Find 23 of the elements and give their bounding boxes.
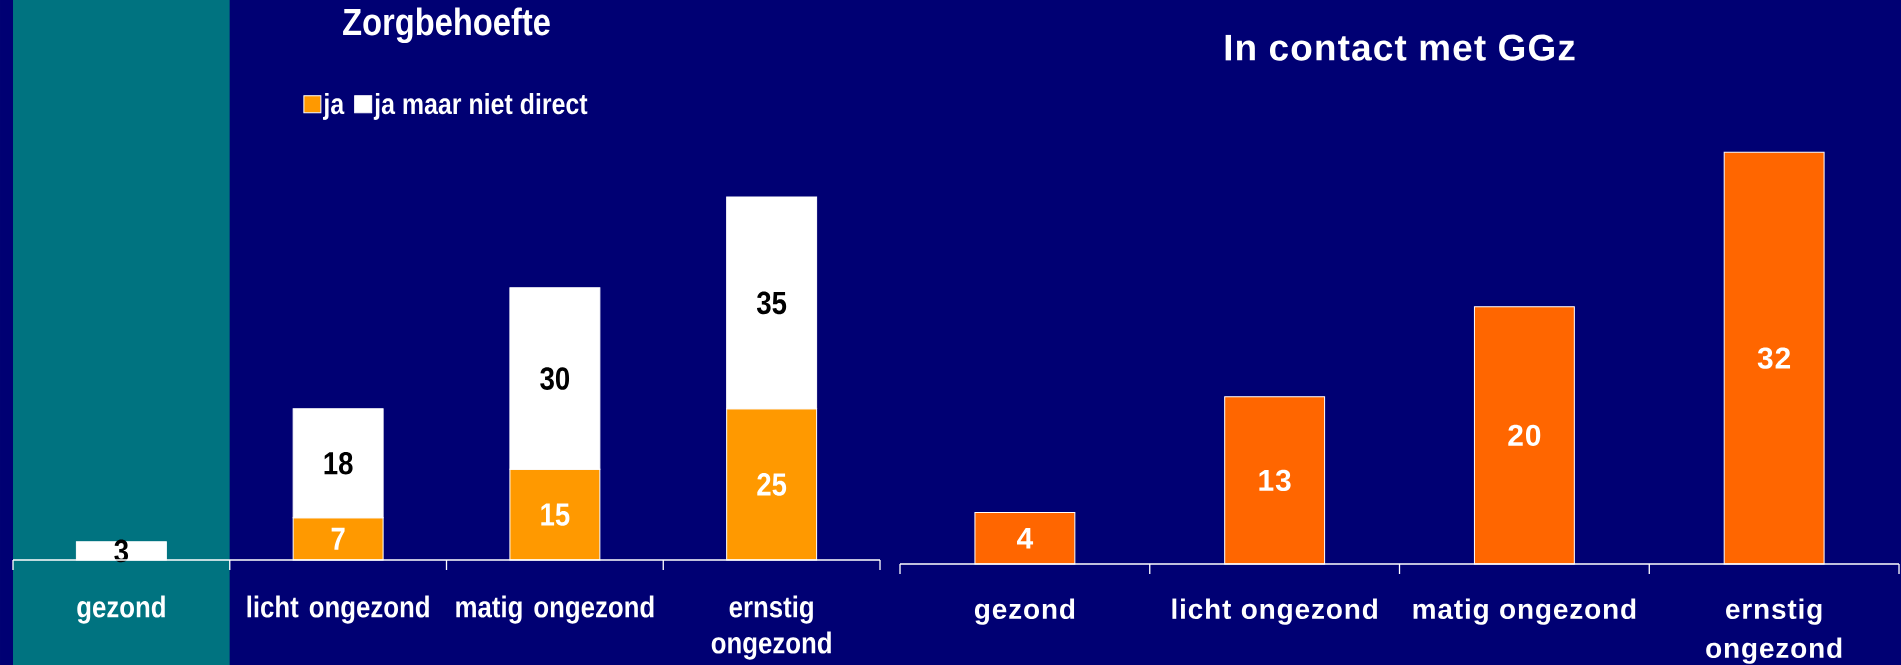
x-tick-label: gezond xyxy=(974,598,1075,625)
data-label: 4 xyxy=(1017,527,1034,549)
x-tick-label: matig ongezond xyxy=(456,595,654,624)
legend-label: ja xyxy=(322,92,345,120)
data-label: 30 xyxy=(540,367,570,390)
x-tick-label: licht ongezond xyxy=(247,595,429,624)
data-label: 35 xyxy=(756,291,787,315)
data-label: 3 xyxy=(114,539,129,563)
x-tick-label: matig ongezond xyxy=(1413,598,1636,625)
data-label: 32 xyxy=(1757,347,1791,369)
data-label: 20 xyxy=(1508,424,1541,446)
x-tick-label: ernstig ongezond xyxy=(711,595,831,660)
data-label: 13 xyxy=(1259,469,1291,492)
chart-title: Zorgbehoefte xyxy=(343,7,550,44)
legend-label: ja maar niet direct xyxy=(373,92,588,120)
data-label: 15 xyxy=(541,503,570,526)
x-tick-label: gezond xyxy=(77,595,165,624)
data-label: 25 xyxy=(757,473,787,496)
chart-title: In contact met GGz xyxy=(1225,34,1575,61)
data-label: 18 xyxy=(324,451,353,475)
data-label: 7 xyxy=(331,527,345,550)
x-tick-label: ernstig ongezond xyxy=(1706,598,1842,664)
x-tick-label: licht ongezond xyxy=(1172,598,1377,625)
